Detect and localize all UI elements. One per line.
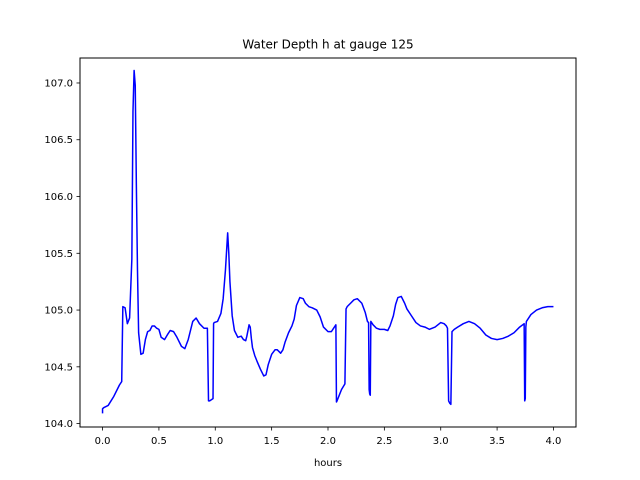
y-tick-label: 104.5 bbox=[44, 362, 73, 373]
x-tick-label: 4.0 bbox=[546, 436, 562, 447]
x-tick-label: 1.5 bbox=[264, 436, 280, 447]
x-tick-label: 3.5 bbox=[489, 436, 505, 447]
x-axis-label: hours bbox=[314, 458, 342, 469]
y-tick-label: 106.0 bbox=[44, 192, 73, 203]
x-tick-label: 0.5 bbox=[151, 436, 167, 447]
x-tick-label: 1.0 bbox=[207, 436, 223, 447]
x-tick-label: 0.0 bbox=[95, 436, 111, 447]
x-tick-label: 3.0 bbox=[433, 436, 449, 447]
series-line-0 bbox=[101, 69, 554, 414]
y-tick-label: 107.0 bbox=[44, 78, 73, 89]
y-axis: 104.0 104.5 105.0 105.5 106.0 106.5 107.0 bbox=[44, 78, 80, 430]
y-tick-label: 105.0 bbox=[44, 306, 73, 317]
y-tick-label: 104.0 bbox=[44, 419, 73, 430]
x-tick-label: 2.5 bbox=[376, 436, 392, 447]
y-tick-label: 105.5 bbox=[44, 249, 73, 260]
x-tick-label: 2.0 bbox=[320, 436, 336, 447]
chart-title: Water Depth h at gauge 125 bbox=[242, 38, 413, 52]
plot-area bbox=[101, 69, 554, 414]
x-axis: 0.0 0.5 1.0 1.5 2.0 2.5 3.0 3.5 4.0 bbox=[95, 427, 562, 447]
y-tick-label: 106.5 bbox=[44, 135, 73, 146]
